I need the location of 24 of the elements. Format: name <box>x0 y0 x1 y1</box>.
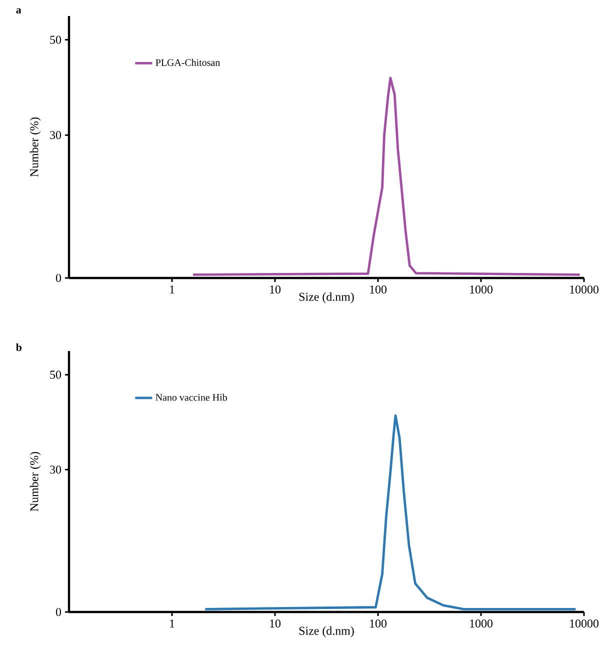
legend-label: Nano vaccine Hib <box>156 394 227 401</box>
y-axis-title: Number (%) <box>30 452 41 512</box>
x-tick-label: 1000 <box>470 285 492 294</box>
y-tick-label: 50 <box>50 370 62 379</box>
x-axis-title: Size (d.nm) <box>299 626 354 638</box>
chart-title: b <box>16 343 22 352</box>
x-tick-label: 10 <box>270 619 281 628</box>
x-tick-label: 1 <box>170 620 174 628</box>
y-tick-label: 30 <box>50 466 62 474</box>
x-tick-label: 10 <box>270 285 281 294</box>
x-tick-label: 100 <box>370 285 387 294</box>
y-tick-label: 30 <box>50 131 62 140</box>
x-tick-label: 10000 <box>570 285 598 294</box>
y-tick-label: 50 <box>50 36 62 44</box>
y-tick-label: 0 <box>56 274 62 282</box>
chart-title: a <box>16 8 22 14</box>
y-axis-title: Number (%) <box>30 117 41 177</box>
x-axis-title: Size (d.nm) <box>299 292 354 304</box>
x-tick-label: 10000 <box>570 619 598 628</box>
x-tick-label: 1 <box>170 286 174 294</box>
x-tick-label: 100 <box>370 619 387 628</box>
y-tick-label: 0 <box>56 608 62 616</box>
legend-label: PLGA-Chitosan <box>156 58 220 66</box>
x-tick-label: 1000 <box>470 619 492 628</box>
